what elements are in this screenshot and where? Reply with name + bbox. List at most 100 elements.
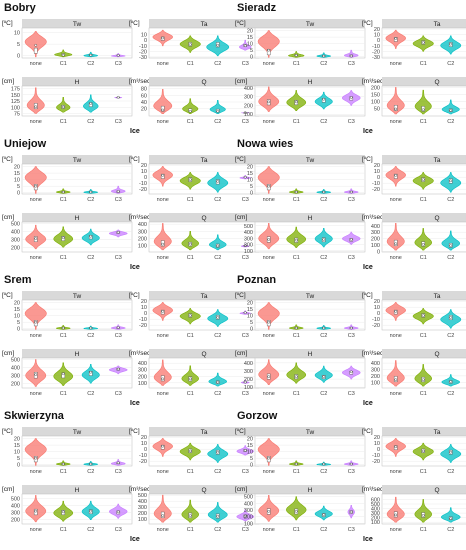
x-tick-label: none [157,391,169,397]
y-tick-label: 600 [371,497,380,503]
violin-mean-point [267,238,271,241]
panel-strip-label: Q [434,487,439,494]
violin-mean-point [267,320,271,324]
violin-c1 [181,365,199,386]
x-tick-label: none [390,197,402,203]
y-tick-label: 300 [244,508,253,514]
panel-strip-label: H [308,79,313,86]
x-tick-label: C2 [87,391,94,397]
x-tick-label: C1 [293,527,300,533]
violin-mean-point [34,509,38,513]
violin-mean-point [243,380,247,384]
violin-mean-point [61,236,65,240]
unit-label: [ºC] [129,20,140,27]
violin-mean-point [394,310,398,313]
violin-mean-point [161,242,165,246]
y-tick-label: 100 [11,105,20,111]
y-tick-label: 15 [247,171,253,177]
y-tick-label: 500 [11,358,20,364]
x-tick-label: C1 [187,333,194,339]
y-tick-label: 400 [244,230,253,236]
panel-strip [382,213,466,222]
x-tick-label: C2 [214,527,221,533]
x-tick-label: C1 [187,469,194,475]
panel-strip [255,155,365,164]
violin-mean-point [322,97,326,101]
violin-mean-point [216,380,220,384]
y-tick-label: 200 [11,245,20,251]
violin-c1 [181,499,199,523]
y-tick-label: 300 [371,230,380,236]
panel-strip-label: Tw [306,293,315,300]
panel-strip [22,19,132,28]
panel-strip [255,485,365,494]
unit-label: [m³/sec] [129,78,152,85]
panel-h: [cm] H 400 300 200 100 none C1 C2 C3 [235,349,366,397]
panel-strip [22,77,132,86]
x-tick-label: C1 [60,333,67,339]
violin-mean-point [89,190,93,194]
violin-mean-point [89,509,93,513]
violin-mean-point [161,310,165,313]
y-tick-label: 10 [247,314,253,320]
panel-strip [255,213,365,222]
violin-mean-point [322,375,326,378]
x-tick-label: none [157,119,169,125]
violin-mean-point [61,53,65,57]
violin-mean-point [188,43,192,46]
y-tick-label: 0 [144,38,147,44]
violin-c1 [414,228,432,251]
y-tick-label: 15 [247,443,253,449]
y-tick-label: 100 [244,249,253,255]
violin-mean-point [116,54,120,57]
y-tick-label: 100 [371,99,380,105]
station-title: Skwierzyna [4,410,65,422]
violin-mean-point [421,178,425,181]
x-tick-label: C1 [293,197,300,203]
violin-c1 [182,98,199,114]
y-tick-label: 0 [377,175,380,181]
y-tick-label: 0 [17,327,20,333]
y-tick-label: 0 [250,191,253,197]
station-title: Nowa wies [237,138,293,150]
y-tick-label: 500 [11,222,20,228]
x-tick-label: none [390,469,402,475]
x-tick-label: C2 [320,255,327,261]
y-tick-label: 200 [371,85,380,91]
y-tick-label: 0 [250,327,253,333]
y-tick-label: 10 [14,31,20,37]
x-tick-label: none [157,527,169,533]
panel-strip-label: Q [434,351,439,358]
violin-mean-point [188,314,192,317]
unit-label: [m³/sec] [362,78,385,85]
violin-mean-point [161,174,165,177]
station-title: Bobry [4,2,37,14]
y-tick-label: 0 [250,55,253,61]
y-tick-label: 400 [371,224,380,230]
y-tick-label: 10 [374,33,380,39]
panel-strip [149,19,259,28]
x-tick-label: C2 [320,197,327,203]
panel-q: [m³/sec]Q600500400300200100noneC1C2C3 [362,485,466,533]
violin-mean-point [243,514,247,518]
x-tick-label: C3 [115,119,122,125]
violin-mean-point [34,184,38,188]
violin-box [33,47,38,54]
y-tick-label: 400 [244,361,253,367]
y-tick-label: 100 [138,381,147,387]
y-tick-label: 20 [247,301,253,307]
x-tick-label: C3 [242,197,249,203]
y-tick-label: 20 [247,29,253,35]
y-tick-label: 10 [14,178,20,184]
y-tick-label: 400 [371,507,380,513]
unit-label: [ºC] [2,156,13,163]
panel-strip [22,291,132,300]
violin-mean-point [216,450,220,454]
violin-c2 [209,234,227,251]
x-tick-label: none [263,119,275,125]
x-tick-label: none [263,197,275,203]
x-axis-title: Ice [130,400,140,407]
